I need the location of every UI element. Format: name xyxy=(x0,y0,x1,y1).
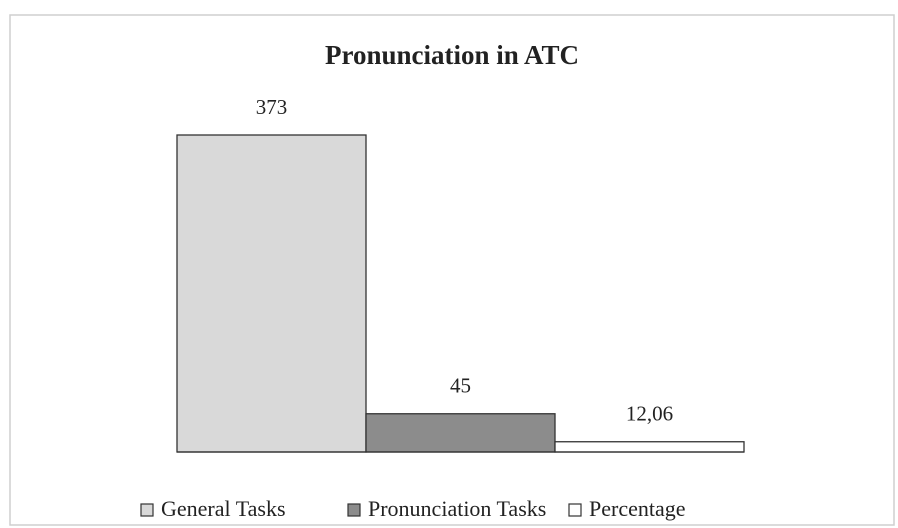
value-label: 373 xyxy=(256,95,288,119)
legend-swatch xyxy=(347,503,361,517)
chart-title: Pronunciation in ATC xyxy=(325,40,579,70)
legend-label: Percentage xyxy=(589,496,686,521)
legend-swatch xyxy=(568,503,582,517)
legend-label: General Tasks xyxy=(161,496,286,521)
legend-swatch xyxy=(140,503,154,517)
bar xyxy=(554,441,745,453)
bar xyxy=(365,413,556,453)
value-label: 45 xyxy=(450,374,471,398)
bar xyxy=(176,134,367,453)
value-label: 12,06 xyxy=(626,402,673,426)
legend-label: Pronunciation Tasks xyxy=(368,496,546,521)
